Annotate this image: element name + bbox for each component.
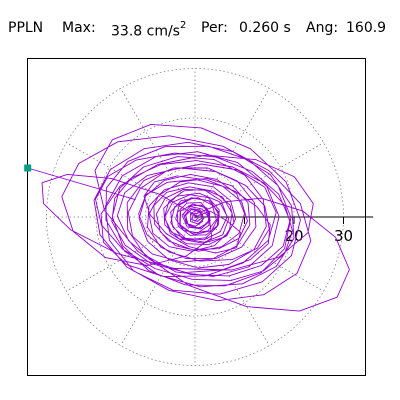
- peak-marker: [24, 164, 32, 172]
- max-value: 33.8 cm/s2: [111, 13, 186, 47]
- max-label: Max:: [62, 20, 96, 36]
- ang-label: Ang:: [306, 20, 339, 36]
- motion-trace-layer: [27, 123, 350, 312]
- max-value-text: 33.8 cm/s: [111, 23, 180, 40]
- grid-spoke-300: [194, 216, 270, 346]
- radial-tick-label-30: 30: [334, 227, 353, 245]
- peak-vector-line: [27, 167, 136, 201]
- motion-trace: [41, 123, 350, 312]
- grid-spoke-150: [66, 142, 196, 218]
- per-label: Per:: [201, 20, 228, 36]
- grid-spoke-30: [194, 142, 324, 218]
- ang-value: 160.9: [346, 20, 387, 36]
- grid-spoke-210: [66, 216, 196, 292]
- peak-marker-layer: [24, 164, 32, 172]
- max-exponent: 2: [179, 20, 187, 31]
- per-value: 0.260 s: [239, 20, 291, 36]
- grid-spoke-330: [194, 216, 324, 292]
- grid-spoke-60: [194, 88, 270, 218]
- station-code: PPLN: [8, 20, 44, 36]
- header-bar: PPLN Max: 33.8 cm/s2 Per: 0.260 s Ang: 1…: [0, 13, 400, 43]
